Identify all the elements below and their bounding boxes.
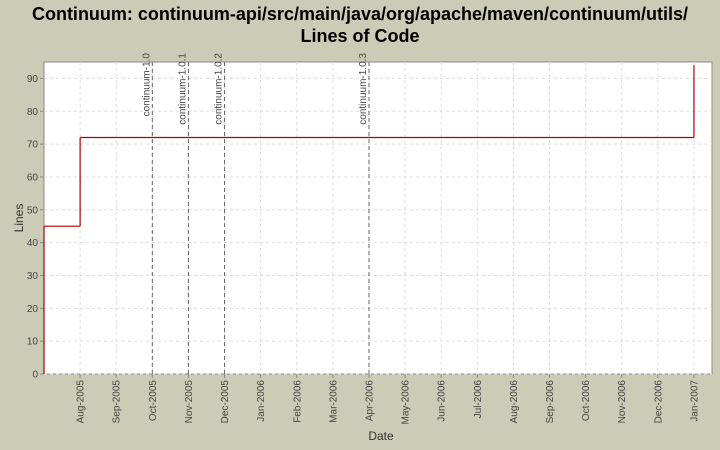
- y-tick-label: 80: [27, 107, 39, 118]
- x-tick-label: Jul-2006: [473, 380, 484, 419]
- y-tick-label: 60: [27, 172, 39, 183]
- chart-title: Continuum: continuum-api/src/main/java/o…: [32, 4, 688, 24]
- plot-area: [43, 61, 713, 375]
- x-tick-label: Sep-2006: [545, 380, 556, 424]
- y-tick-label: 40: [27, 238, 39, 249]
- x-axis-label: Date: [368, 429, 394, 443]
- x-tick-label: Jan-2007: [689, 380, 700, 422]
- x-tick-label: Nov-2005: [184, 380, 195, 424]
- x-tick-label: Jun-2006: [437, 380, 448, 422]
- chart-title: Lines of Code: [300, 26, 419, 46]
- release-marker-label: continuum-1.0: [141, 53, 152, 117]
- y-tick-label: 90: [27, 74, 39, 85]
- y-tick-label: 50: [27, 205, 39, 216]
- x-tick-label: Oct-2005: [148, 380, 159, 422]
- release-marker-label: continuum-1.0.3: [358, 53, 369, 125]
- y-tick-label: 20: [27, 304, 39, 315]
- x-tick-label: Aug-2006: [509, 380, 520, 424]
- x-tick-label: Nov-2006: [617, 380, 628, 424]
- x-tick-label: Sep-2005: [112, 380, 123, 424]
- x-tick-label: Oct-2006: [581, 380, 592, 422]
- y-tick-label: 0: [32, 370, 38, 381]
- x-tick-label: May-2006: [401, 380, 412, 425]
- y-tick-label: 30: [27, 271, 39, 282]
- y-axis-label: Lines: [12, 204, 26, 233]
- x-tick-label: Dec-2005: [220, 380, 231, 424]
- y-tick-label: 10: [27, 337, 39, 348]
- x-tick-label: Jan-2006: [256, 380, 267, 422]
- x-tick-label: Aug-2005: [76, 380, 87, 424]
- x-tick-label: Dec-2006: [653, 380, 664, 424]
- y-tick-label: 70: [27, 140, 39, 151]
- x-tick-label: Feb-2006: [292, 380, 303, 423]
- x-tick-label: Apr-2006: [364, 380, 375, 422]
- release-marker-label: continuum-1.0.2: [214, 53, 225, 125]
- release-marker-label: continuum-1.0.1: [177, 53, 188, 125]
- x-tick-label: Mar-2006: [328, 380, 339, 423]
